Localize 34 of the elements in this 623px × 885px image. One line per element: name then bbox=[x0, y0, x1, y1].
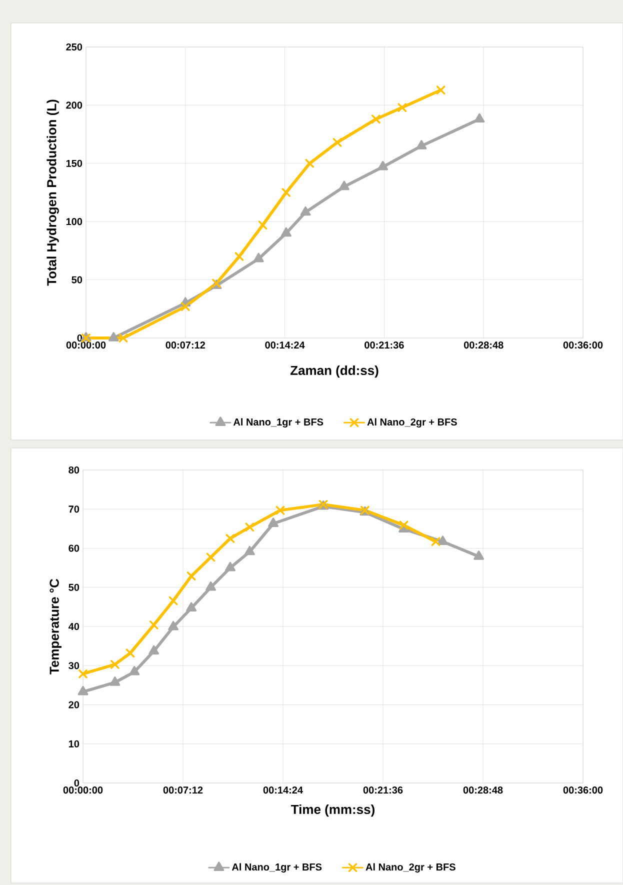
legend-label: Al Nano_2gr + BFS bbox=[367, 418, 457, 428]
x-tick-label: 00:00:00 bbox=[66, 342, 106, 349]
y-tick-label: 0 bbox=[74, 779, 80, 787]
y-tick-label: 10 bbox=[68, 740, 80, 748]
y-tick-label: 250 bbox=[66, 43, 82, 51]
x-tick-label: 00:36:00 bbox=[563, 786, 603, 794]
y-tick-label: 200 bbox=[66, 102, 82, 109]
y-tick-label: 80 bbox=[68, 466, 80, 474]
x-tick-label: 00:28:48 bbox=[463, 786, 503, 794]
legend-label: Al Nano_1gr + BFS bbox=[232, 863, 322, 873]
legend-label: Al Nano_2gr + BFS bbox=[366, 863, 456, 873]
x-tick-label: 00:28:48 bbox=[464, 342, 504, 349]
legend-label: Al Nano_1gr + BFS bbox=[233, 418, 324, 428]
y-tick-label: 40 bbox=[68, 622, 80, 630]
x-tick-label: 00:36:00 bbox=[563, 342, 603, 349]
y-tick-label: 70 bbox=[68, 506, 80, 513]
x-tick-label: 00:00:00 bbox=[63, 786, 103, 794]
y-tick-label: 150 bbox=[66, 160, 82, 167]
y-tick-label: 50 bbox=[68, 584, 80, 591]
x-tick-label: 00:14:24 bbox=[263, 786, 303, 794]
y-tick-label: 30 bbox=[68, 662, 80, 670]
y-tick-label: 50 bbox=[72, 276, 82, 284]
y-tick-label: 60 bbox=[68, 544, 80, 552]
y-axis-title: Total Hydrogen Production (L) bbox=[46, 100, 59, 286]
x-axis-title: Zaman (dd:ss) bbox=[290, 365, 378, 378]
y-axis-title: Temperature °C bbox=[50, 578, 62, 674]
x-tick-label: 00:21:36 bbox=[363, 786, 403, 794]
x-axis-title: Time (mm:ss) bbox=[291, 804, 374, 817]
x-tick-label: 00:14:24 bbox=[265, 342, 305, 349]
x-tick-label: 00:07:12 bbox=[163, 786, 203, 794]
x-tick-label: 00:21:36 bbox=[364, 342, 404, 349]
x-tick-label: 00:07:12 bbox=[166, 342, 206, 349]
y-tick-label: 20 bbox=[68, 701, 80, 708]
y-tick-label: 100 bbox=[66, 218, 82, 226]
